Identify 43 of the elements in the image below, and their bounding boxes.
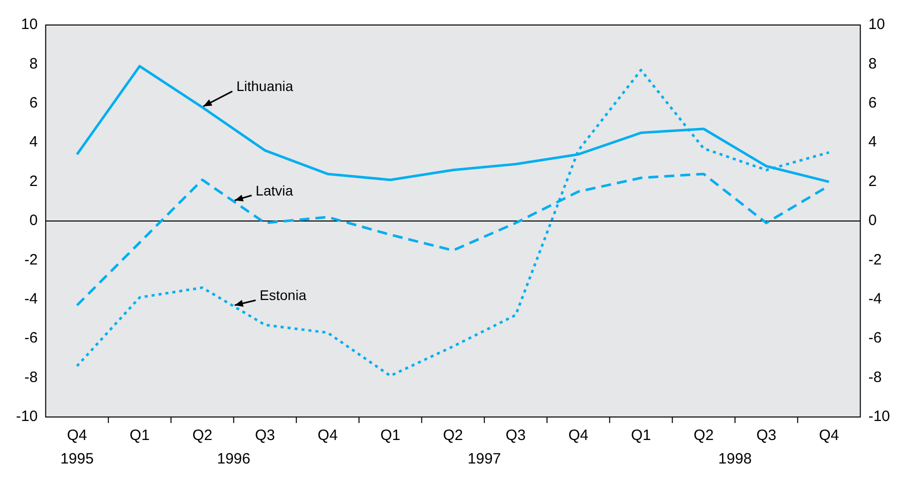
y2-tick-label: -2 (868, 251, 882, 268)
y-tick-label: -6 (24, 330, 38, 347)
y-tick-label: 6 (29, 94, 38, 112)
y-tick-label: -8 (24, 368, 38, 386)
x-tick-label: Q2 (192, 427, 212, 444)
y2-tick-label: -4 (868, 290, 882, 308)
text: 1995 (60, 450, 94, 468)
y2-tick-label: 0 (868, 212, 877, 230)
y2-tick-label: 2 (868, 172, 877, 190)
y2-tick-label: -10 (868, 408, 890, 426)
y-tick-label: 8 (29, 55, 38, 72)
y2-tick-label: -6 (868, 330, 882, 347)
x-tick-label: Q4 (318, 427, 338, 444)
text: 1996 (216, 450, 250, 468)
y-tick-label: 0 (29, 212, 38, 230)
x-tick-label: Q2 (694, 427, 714, 444)
x-tick-label: Q4 (67, 427, 88, 444)
x-tick-label: Q4 (568, 427, 588, 444)
x-tick-label: Q3 (255, 427, 276, 444)
y2-tick-label: 10 (868, 16, 886, 34)
x-tick-label: Q3 (756, 427, 776, 444)
y-tick-label: -2 (24, 251, 38, 268)
y2-tick-label: 4 (868, 134, 877, 151)
text: Lithuania (236, 78, 294, 94)
series-label: Estonia (260, 287, 307, 304)
y-tick-label: 2 (29, 172, 38, 190)
y2-tick-label: 6 (868, 94, 877, 112)
x-tick-label: Q2 (442, 427, 464, 444)
y-tick-label: -10 (16, 408, 38, 426)
x-tick-label: Q1 (130, 427, 150, 444)
text: 1997 (468, 450, 502, 468)
x-tick-label: Q1 (630, 427, 651, 444)
x-tick-label: Q1 (380, 427, 400, 444)
x-tick-label: Q4 (818, 427, 839, 444)
series-label: Latvia (256, 182, 294, 198)
y2-tick-label: 8 (868, 55, 877, 72)
text: 1998 (718, 450, 752, 468)
y-tick-label: 4 (29, 134, 38, 151)
y2-tick-label: -8 (868, 368, 882, 386)
line-series (76, 68, 830, 378)
y-tick-label: -4 (24, 290, 38, 308)
y-tick-label: 10 (20, 16, 38, 34)
x-tick-label: Q3 (506, 427, 526, 444)
